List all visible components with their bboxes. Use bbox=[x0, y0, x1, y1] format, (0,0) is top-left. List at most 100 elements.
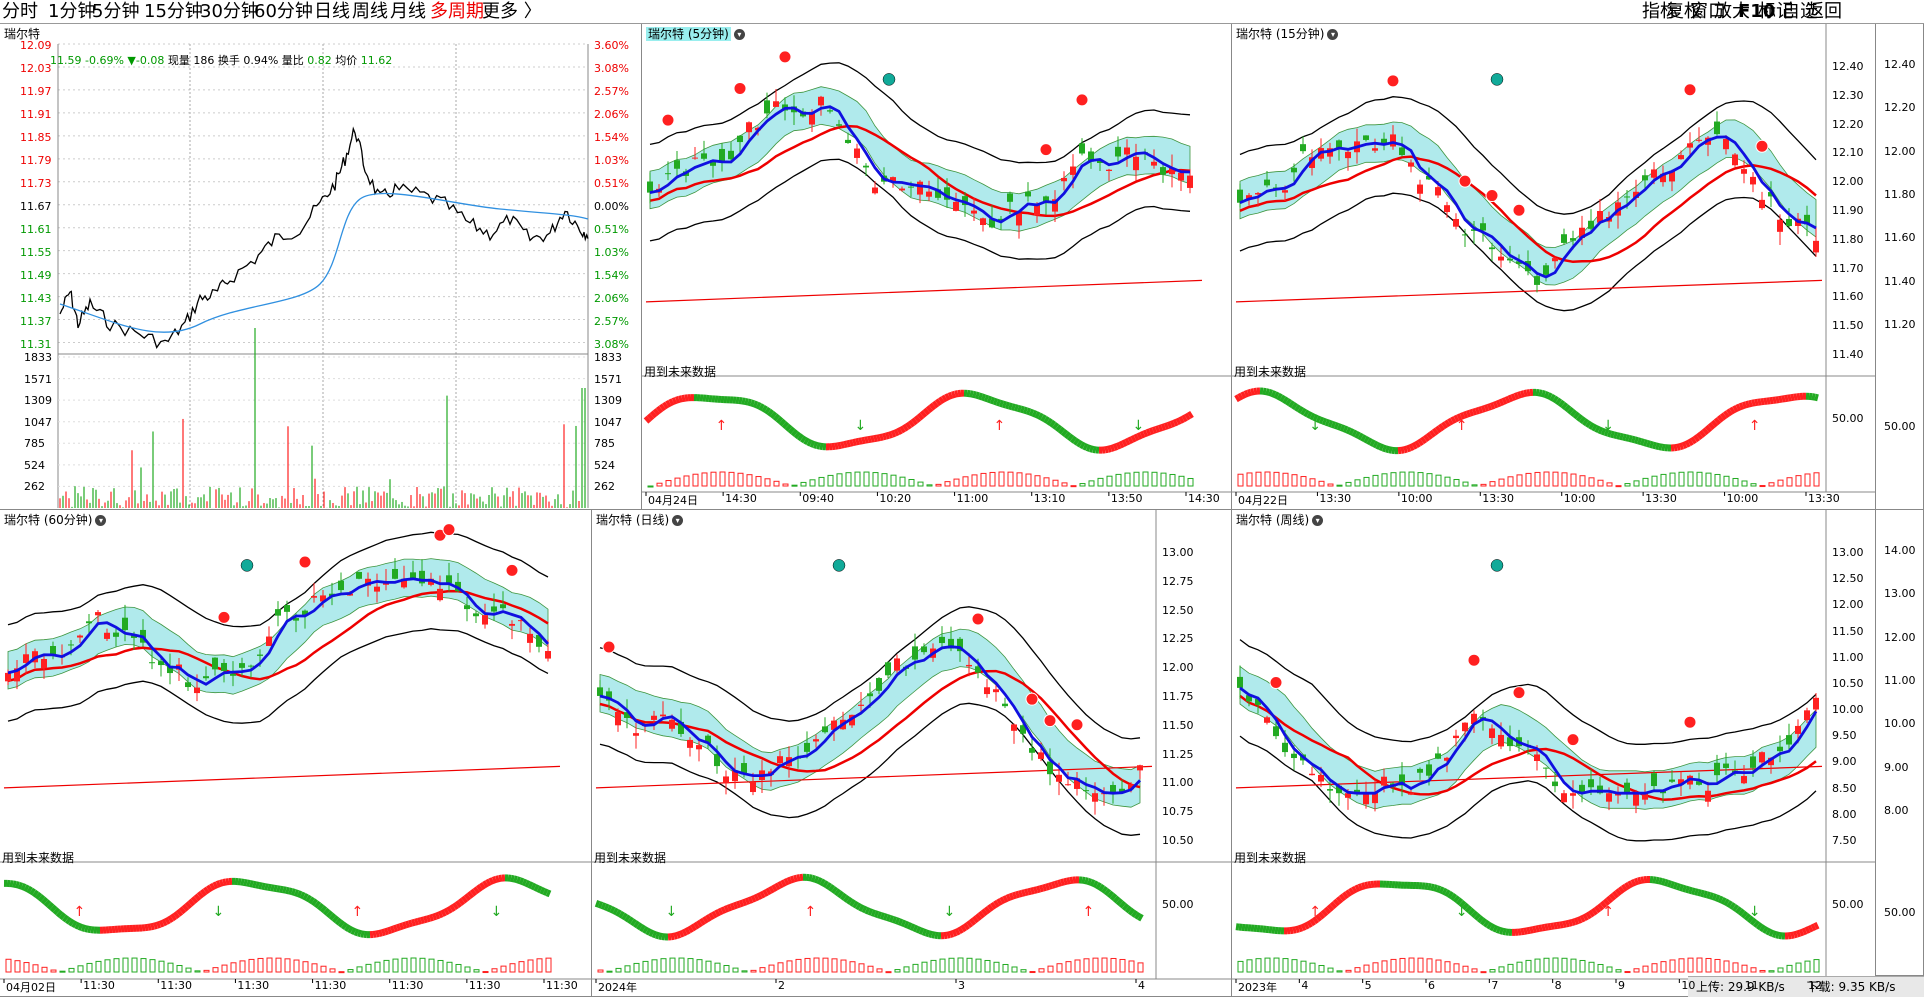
oscillator-segment bbox=[794, 878, 797, 879]
intraday-panel[interactable]: 瑞尔特 11.59 -0.69% ▼-0.08 现量 186 换手 0.94% … bbox=[0, 24, 642, 510]
histogram-bar bbox=[123, 958, 128, 972]
oscillator-segment bbox=[638, 925, 641, 927]
histogram-bar bbox=[985, 960, 990, 972]
period-tab-7[interactable]: 周线 bbox=[352, 1, 388, 23]
chevron-down-icon[interactable]: ▾ bbox=[734, 29, 745, 40]
oscillator-segment bbox=[1758, 925, 1761, 927]
period-tab-4[interactable]: 30分钟 bbox=[200, 1, 259, 23]
chevron-down-icon[interactable]: ▾ bbox=[1327, 29, 1338, 40]
oscillator-segment bbox=[1497, 929, 1500, 930]
candle-body bbox=[500, 604, 506, 608]
oscillator-segment bbox=[379, 933, 382, 934]
oscillator-segment bbox=[1728, 411, 1731, 413]
oscillator-segment bbox=[710, 915, 713, 917]
oscillator-segment bbox=[1245, 393, 1248, 394]
x-tick: 12 bbox=[1808, 979, 1822, 992]
side-y-tick: 9.00 bbox=[1884, 761, 1909, 774]
chevron-down-icon[interactable]: ▾ bbox=[1312, 515, 1323, 526]
histogram-bar bbox=[796, 959, 801, 972]
candle-body bbox=[1741, 776, 1747, 783]
chevron-down-icon[interactable]: ▾ bbox=[672, 515, 683, 526]
oscillator-segment bbox=[853, 442, 856, 443]
period-tab-5[interactable]: 60分钟 bbox=[254, 1, 313, 23]
panel-title[interactable]: 瑞尔特 (周线)▾ bbox=[1236, 511, 1323, 528]
oscillator-segment bbox=[1563, 405, 1566, 407]
oscillator-segment bbox=[1446, 422, 1449, 424]
period-tab-8[interactable]: 月线 bbox=[390, 1, 426, 23]
oscillator-segment bbox=[1103, 889, 1106, 891]
candle-body bbox=[899, 189, 905, 191]
oscillator-segment bbox=[1644, 442, 1647, 443]
side-y-tick: 12.20 bbox=[1884, 101, 1916, 114]
histogram-bar bbox=[1418, 473, 1423, 486]
histogram-bar bbox=[195, 971, 200, 972]
panel-title[interactable]: 瑞尔特 (15分钟)▾ bbox=[1236, 25, 1338, 42]
period-tab-10[interactable]: 更多 〉 bbox=[482, 1, 542, 23]
oscillator-segment bbox=[1311, 921, 1314, 923]
oscillator-segment bbox=[28, 889, 31, 891]
oscillator-segment bbox=[1251, 392, 1254, 393]
period-tab-2[interactable]: 5分钟 bbox=[92, 1, 139, 23]
oscillator-segment bbox=[802, 438, 805, 440]
side-y-tick: 13.00 bbox=[1884, 587, 1916, 600]
vol-tick: 1309 bbox=[24, 394, 52, 407]
oscillator-segment bbox=[865, 440, 868, 441]
histogram-bar bbox=[1760, 970, 1765, 972]
oscillator-segment bbox=[667, 403, 670, 405]
oscillator-segment bbox=[661, 406, 664, 408]
arrow-up-icon: ↑ bbox=[352, 904, 364, 920]
teal-signal-icon bbox=[1491, 559, 1503, 571]
histogram-bar bbox=[1143, 472, 1148, 486]
oscillator-segment bbox=[713, 914, 716, 916]
oscillator-segment bbox=[1416, 443, 1419, 445]
panel-title[interactable]: 瑞尔特 (60分钟)▾ bbox=[4, 511, 106, 528]
oscillator-segment bbox=[1362, 886, 1365, 887]
oscillator-segment bbox=[1299, 928, 1302, 929]
histogram-bar bbox=[78, 966, 83, 972]
period-tab-0[interactable]: 分时 bbox=[2, 1, 38, 23]
oscillator-segment bbox=[34, 893, 37, 895]
oscillator-segment bbox=[947, 935, 950, 936]
histogram-bar bbox=[652, 960, 657, 972]
oscillator-segment bbox=[833, 889, 836, 891]
oscillator-segment bbox=[169, 918, 172, 920]
signal-marker-icon bbox=[506, 564, 518, 576]
candle-body bbox=[1552, 258, 1558, 261]
oscillator-segment bbox=[1051, 423, 1054, 425]
oscillator-segment bbox=[1521, 394, 1524, 395]
toolbar-btn-7[interactable]: 返回 bbox=[1806, 1, 1842, 23]
oscillator-segment bbox=[1266, 392, 1269, 393]
period-tab-6[interactable]: 日线 bbox=[314, 1, 350, 23]
candle-body bbox=[908, 187, 914, 188]
period-tab-9[interactable]: 多周期 bbox=[430, 1, 484, 23]
chevron-down-icon[interactable]: ▾ bbox=[95, 515, 106, 526]
period-tab-1[interactable]: 1分钟 bbox=[48, 1, 95, 23]
histogram-bar bbox=[742, 971, 747, 972]
histogram-bar bbox=[15, 961, 20, 972]
histogram-bar bbox=[1454, 964, 1459, 972]
oscillator-segment bbox=[746, 901, 749, 902]
period-tab-3[interactable]: 15分钟 bbox=[144, 1, 203, 23]
oscillator-segment bbox=[1440, 890, 1443, 891]
histogram-bar bbox=[1499, 967, 1504, 972]
histogram-bar bbox=[411, 958, 416, 972]
signal-marker-icon bbox=[1684, 84, 1696, 96]
candle-body bbox=[1723, 139, 1729, 149]
oscillator-segment bbox=[1323, 421, 1326, 422]
oscillator-segment bbox=[1545, 394, 1548, 395]
panel-title[interactable]: 瑞尔特 (5分钟)▾ bbox=[646, 25, 745, 42]
x-tick: 6 bbox=[1428, 979, 1435, 992]
panel-title[interactable]: 瑞尔特 (日线)▾ bbox=[596, 511, 683, 528]
oscillator-segment bbox=[319, 906, 322, 908]
oscillator-segment bbox=[37, 895, 40, 897]
histogram-bar bbox=[778, 963, 783, 972]
oscillator-segment bbox=[650, 932, 653, 933]
histogram-bar bbox=[1373, 475, 1378, 486]
oscillator-segment bbox=[166, 920, 169, 922]
y-tick: 12.30 bbox=[1832, 89, 1864, 102]
